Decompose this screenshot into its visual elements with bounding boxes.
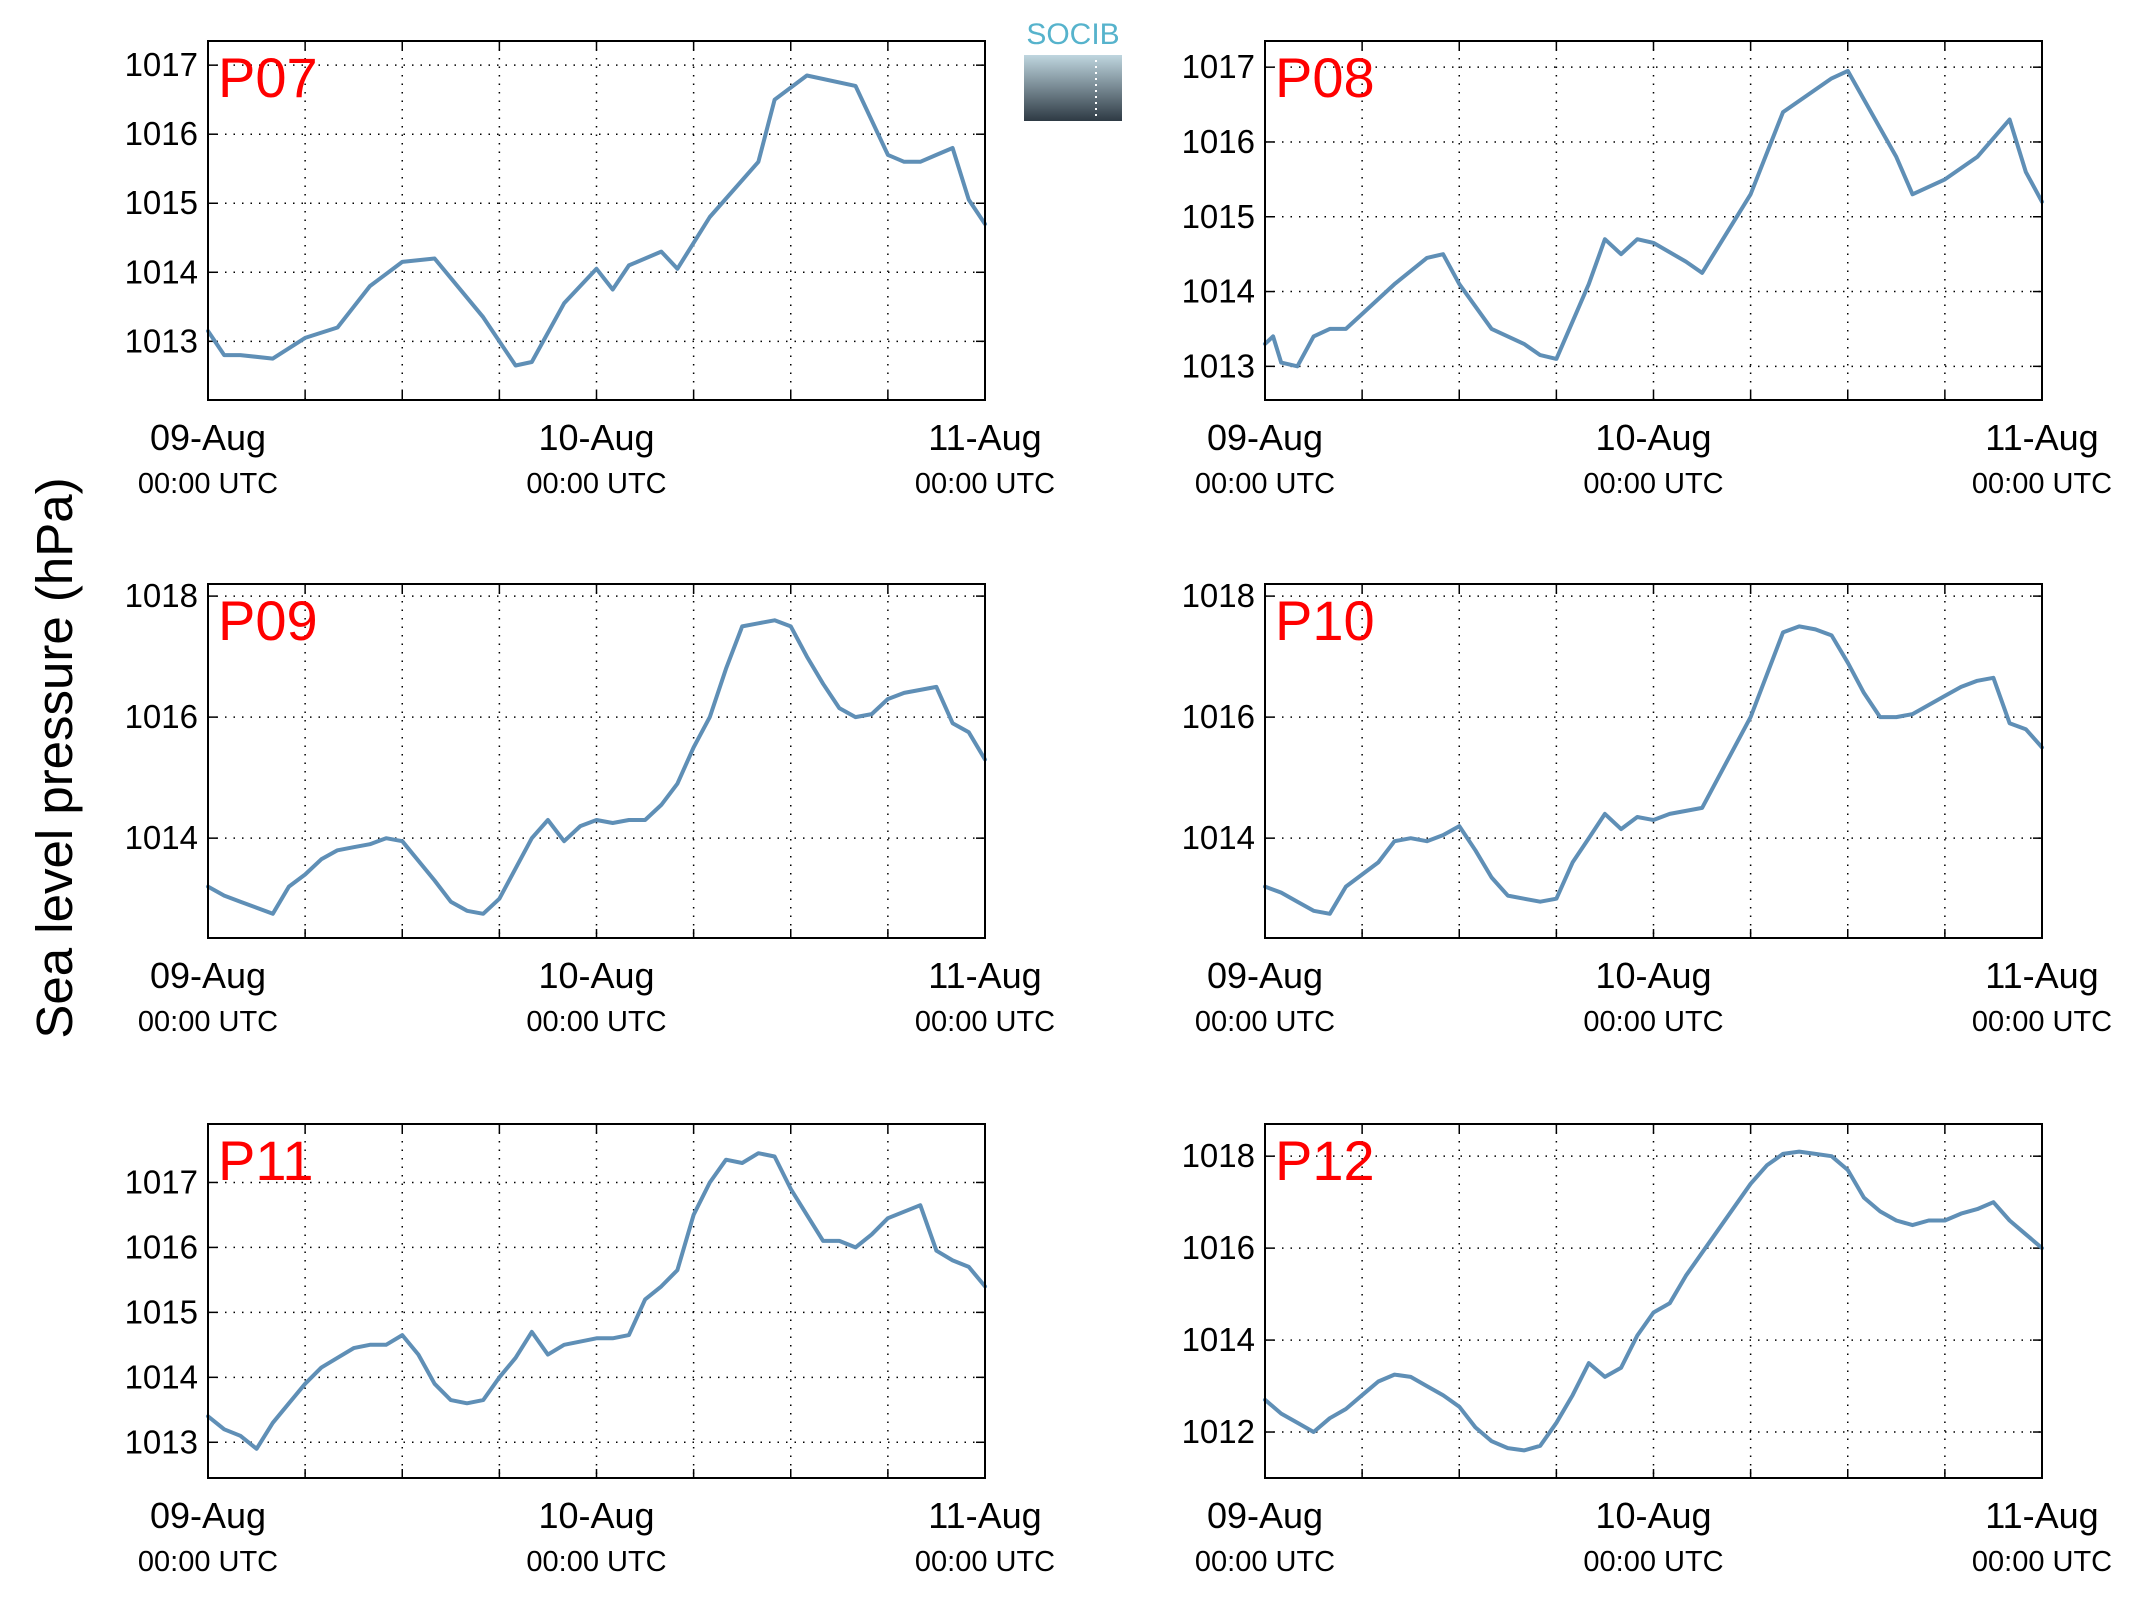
x-tick-time-label: 00:00 UTC (526, 1546, 666, 1578)
x-tick-time-label: 00:00 UTC (1972, 468, 2112, 500)
y-tick-label: 1018 (1182, 577, 1255, 614)
x-tick-time-label: 00:00 UTC (1583, 468, 1723, 500)
axes-frame (1264, 583, 2043, 939)
y-tick-label: 1018 (125, 577, 198, 614)
x-tick-date-label: 11-Aug (928, 1495, 1041, 1536)
x-tick-date-label: 10-Aug (1595, 1495, 1711, 1536)
panel-label: P09 (218, 589, 318, 652)
y-tick-label: 1013 (1182, 347, 1255, 384)
y-tick-label: 1014 (125, 1358, 198, 1395)
x-tick-date-label: 09-Aug (1207, 417, 1323, 458)
y-tick-label: 1016 (1182, 1229, 1255, 1266)
panel-label: P11 (218, 1129, 313, 1192)
panels-layer: 1013 1014 1015 1016 1017 09-Aug 00:00 UTC 10-Au… (125, 40, 2113, 1578)
y-tick-label: 1016 (125, 115, 198, 152)
x-tick-date-label: 09-Aug (150, 417, 266, 458)
x-tick-date-label: 10-Aug (1595, 955, 1711, 996)
panel-label: P08 (1275, 46, 1375, 109)
series-line-p09 (206, 618, 987, 916)
y-tick-label: 1014 (1182, 819, 1255, 856)
x-tick-date-label: 10-Aug (538, 417, 654, 458)
x-tick-time-label: 00:00 UTC (1195, 1546, 1335, 1578)
axes-frame (207, 1123, 986, 1479)
y-tick-label: 1016 (1182, 123, 1255, 160)
series-line-p08 (1263, 68, 2044, 369)
y-tick-label: 1013 (125, 322, 198, 359)
x-tick-date-label: 09-Aug (150, 955, 266, 996)
x-tick-time-label: 00:00 UTC (915, 468, 1055, 500)
y-tick-label: 1016 (125, 698, 198, 735)
x-tick-time-label: 00:00 UTC (138, 1006, 278, 1038)
x-tick-time-label: 00:00 UTC (1195, 468, 1335, 500)
panel-label: P12 (1275, 1129, 1375, 1192)
x-tick-date-label: 10-Aug (1595, 417, 1711, 458)
y-tick-label: 1015 (125, 1293, 198, 1330)
x-tick-time-label: 00:00 UTC (138, 468, 278, 500)
y-tick-label: 1018 (1182, 1137, 1255, 1174)
x-tick-date-label: 11-Aug (1985, 1495, 2098, 1536)
chart-panel-p10: 1014 1016 1018 09-Aug 00:00 UTC 10-Aug 00:00 U… (1182, 577, 2113, 1038)
axes-frame (207, 40, 986, 401)
y-tick-label: 1014 (1182, 273, 1255, 310)
chart-panel-p08: 1013 1014 1015 1016 1017 09-Aug 00:00 UTC 10-Au… (1182, 40, 2112, 500)
chart-panel-p11: 1013 1014 1015 1016 1017 09-Aug 00:00 UTC 10-Au… (125, 1123, 1055, 1578)
chart-panel-p09: 1014 1016 1018 09-Aug 00:00 UTC 10-Aug 00:00 U… (125, 577, 1056, 1038)
x-tick-time-label: 00:00 UTC (1195, 1006, 1335, 1038)
x-tick-date-label: 10-Aug (538, 955, 654, 996)
panel-label: P07 (218, 46, 318, 109)
x-tick-date-label: 11-Aug (1985, 955, 2098, 996)
x-tick-time-label: 00:00 UTC (1583, 1546, 1723, 1578)
y-tick-label: 1015 (125, 184, 198, 221)
x-tick-date-label: 09-Aug (1207, 955, 1323, 996)
x-tick-time-label: 00:00 UTC (1972, 1546, 2112, 1578)
y-axis-label: Sea level pressure (hPa) (26, 477, 83, 1038)
x-tick-time-label: 00:00 UTC (1972, 1006, 2112, 1038)
y-tick-label: 1016 (1182, 698, 1255, 735)
y-tick-label: 1017 (125, 1163, 198, 1200)
y-tick-label: 1013 (125, 1423, 198, 1460)
x-tick-time-label: 00:00 UTC (915, 1006, 1055, 1038)
x-tick-date-label: 09-Aug (1207, 1495, 1323, 1536)
panel-label: P10 (1275, 589, 1375, 652)
x-tick-date-label: 11-Aug (1985, 417, 2098, 458)
x-tick-time-label: 00:00 UTC (526, 1006, 666, 1038)
logo-gradient-block (1024, 55, 1122, 121)
x-tick-date-label: 11-Aug (928, 417, 1041, 458)
x-tick-time-label: 00:00 UTC (138, 1546, 278, 1578)
logo-text: SOCIB (1026, 18, 1119, 51)
x-tick-date-label: 09-Aug (150, 1495, 266, 1536)
series-line-p11 (206, 1151, 987, 1451)
y-tick-label: 1017 (125, 46, 198, 83)
axes-frame (1264, 1123, 2043, 1479)
y-tick-label: 1014 (1182, 1321, 1255, 1358)
axes-frame (207, 583, 986, 939)
y-tick-label: 1016 (125, 1228, 198, 1265)
chart-panel-p07: 1013 1014 1015 1016 1017 09-Aug 00:00 UTC 10-Au… (125, 40, 1055, 500)
y-tick-label: 1014 (125, 819, 198, 856)
series-line-p10 (1263, 624, 2044, 916)
axes-frame (1264, 40, 2043, 401)
x-tick-date-label: 10-Aug (538, 1495, 654, 1536)
series-line-p12 (1263, 1149, 2044, 1453)
x-tick-time-label: 00:00 UTC (1583, 1006, 1723, 1038)
chart-panel-p12: 1012 1014 1016 1018 09-Aug 00:00 UTC 10-Aug 00:… (1182, 1123, 2112, 1578)
x-tick-date-label: 11-Aug (928, 955, 1041, 996)
y-tick-label: 1014 (125, 253, 198, 290)
x-tick-time-label: 00:00 UTC (526, 468, 666, 500)
y-tick-label: 1015 (1182, 198, 1255, 235)
socib-logo: SOCIB (1024, 18, 1122, 121)
y-tick-label: 1017 (1182, 48, 1255, 85)
y-tick-label: 1012 (1182, 1413, 1255, 1450)
x-tick-time-label: 00:00 UTC (915, 1546, 1055, 1578)
series-line-p07 (206, 73, 987, 368)
